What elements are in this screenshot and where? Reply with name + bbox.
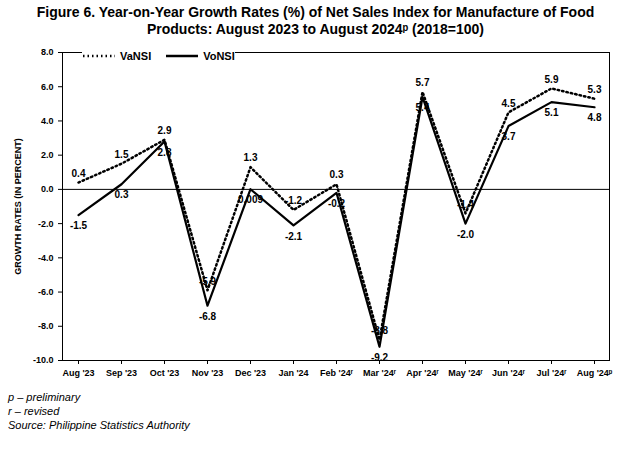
svg-text:-5.9: -5.9 [198,275,217,287]
svg-text:2.9: 2.9 [158,125,172,136]
svg-text:1.3: 1.3 [244,152,258,163]
svg-text:Oct '23: Oct '23 [150,368,180,378]
svg-text:Feb '24ʳ: Feb '24ʳ [320,368,354,378]
svg-text:Sep '23: Sep '23 [106,368,137,378]
svg-text:Apr '24ʳ: Apr '24ʳ [406,368,439,378]
svg-text:4.0: 4.0 [41,116,54,126]
svg-text:Aug '24ᵖ: Aug '24ᵖ [577,368,613,378]
svg-text:Mar '24ʳ: Mar '24ʳ [363,368,397,378]
html-text:Figure 6. Year-on-Year Growth: Figure 6. Year-on-Year Growth Rates (%) … [36,4,595,37]
svg-text:4.8: 4.8 [588,112,602,123]
svg-text:-4.0: -4.0 [38,253,54,263]
svg-text:0.3: 0.3 [115,189,129,200]
svg-text:5.4: 5.4 [416,102,430,113]
svg-text:-2.0: -2.0 [38,218,54,228]
svg-text:-0.2: -0.2 [328,198,346,209]
svg-text:-2.0: -2.0 [457,229,475,240]
svg-text:-6.0: -6.0 [38,287,54,297]
html-text:p – preliminary: p – preliminary [8,391,81,403]
svg-text:0.3: 0.3 [330,169,344,180]
svg-text:8.0: 8.0 [41,47,54,57]
svg-text:-8.8: -8.8 [370,325,389,337]
html-text:VaNSI: VaNSI [120,50,152,62]
svg-text:6.0: 6.0 [41,82,54,92]
svg-text:-2.1: -2.1 [285,231,303,242]
svg-text:5.9: 5.9 [545,74,559,85]
svg-text:0.4: 0.4 [72,168,86,179]
svg-text:Dec '23: Dec '23 [235,368,266,378]
svg-text:Jan '24: Jan '24 [278,368,308,378]
svg-text:Aug '23: Aug '23 [62,368,94,378]
svg-text:-1.4: -1.4 [456,198,475,210]
svg-text:-8.0: -8.0 [38,321,54,331]
svg-text:0.0: 0.0 [41,184,54,194]
svg-text:1.5: 1.5 [115,149,129,160]
svg-text:Jun '24ʳ: Jun '24ʳ [492,368,526,378]
html-text:r – revised: r – revised [8,405,60,417]
svg-text:-6.8: -6.8 [199,311,217,322]
svg-text:5.7: 5.7 [416,77,430,88]
svg-text:5.1: 5.1 [545,107,559,118]
svg-text:2.8: 2.8 [158,147,172,158]
svg-text:-1.5: -1.5 [70,220,88,231]
svg-text:3.7: 3.7 [502,131,516,142]
svg-text:-10.0: -10.0 [33,355,54,365]
svg-text:Jul '24ʳ: Jul '24ʳ [537,368,568,378]
svg-text:0.009: 0.009 [238,194,263,205]
svg-text:GROWTH RATES (IN PERCENT): GROWTH RATES (IN PERCENT) [13,138,23,274]
html-text:Source: Philippine Statistics: Source: Philippine Statistics Authority [8,419,190,431]
svg-text:May '24ʳ: May '24ʳ [448,368,483,378]
svg-text:5.3: 5.3 [588,84,602,95]
svg-text:-9.2: -9.2 [371,352,389,363]
svg-text:4.5: 4.5 [502,98,516,109]
html-text:VoNSI: VoNSI [203,50,235,62]
svg-text:2.0: 2.0 [41,150,54,160]
svg-text:-1.2: -1.2 [285,195,303,206]
svg-text:Nov '23: Nov '23 [192,368,224,378]
